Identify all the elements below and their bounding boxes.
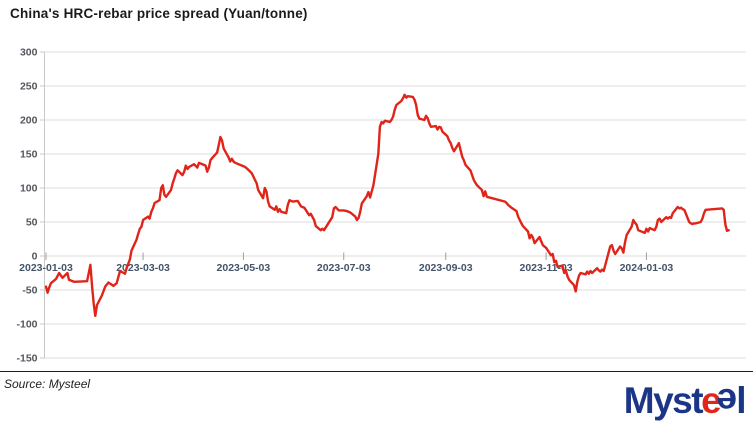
logo-text-l: l (736, 380, 746, 421)
y-tick-label: 100 (20, 183, 38, 195)
x-tick-label: 2024-01-03 (620, 262, 674, 274)
y-tick-label: -50 (22, 285, 37, 297)
y-tick-label: 50 (26, 217, 38, 229)
x-tick-label: 2023-05-03 (217, 262, 271, 274)
x-tick-label: 2023-11-03 (520, 262, 573, 274)
logo-e-red: e (701, 380, 722, 421)
chart-title: China's HRC-rebar price spread (Yuan/ton… (10, 6, 308, 21)
y-tick-label: -150 (16, 353, 37, 365)
x-tick-label: 2023-07-03 (317, 262, 371, 274)
logo-text-myst: Myst (623, 380, 704, 421)
y-tick-label: -100 (16, 319, 37, 331)
y-tick-label: 250 (20, 81, 38, 93)
source-note: Source: Mysteel (4, 377, 91, 391)
y-tick-label: 200 (20, 115, 38, 127)
x-tick-label: 2023-09-03 (419, 262, 473, 274)
price-spread-line-chart: 300 250 200 150 100 50 0 -50 -100 -150 2023-01-03 2… (16, 47, 746, 365)
y-tick-label: 300 (20, 47, 38, 59)
x-tick-label: 2023-03-03 (116, 262, 170, 274)
x-tick-label: 2023-01-03 (19, 262, 73, 274)
mysteel-logo: Mysteel (623, 380, 747, 422)
price-spread-series-line (44, 93, 730, 317)
footer-divider (0, 371, 753, 372)
y-tick-label: 0 (32, 251, 38, 263)
logo-e-blue: e (718, 381, 738, 422)
y-tick-label: 150 (20, 149, 38, 161)
